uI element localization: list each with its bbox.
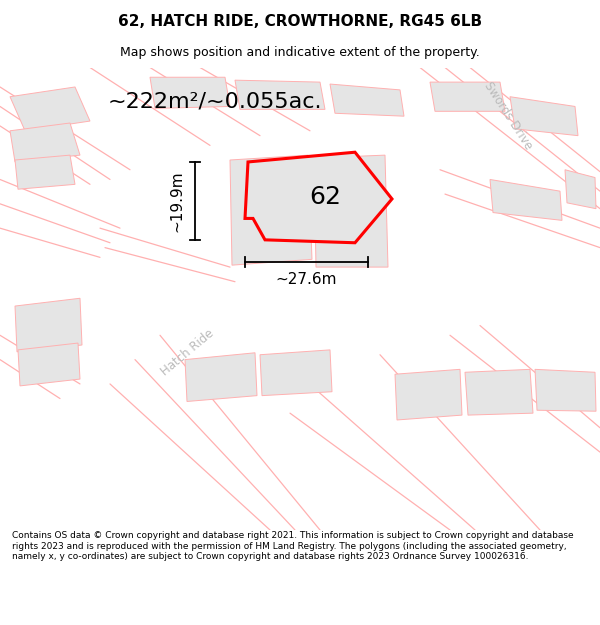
Polygon shape: [15, 298, 82, 352]
Text: Hatch Ride: Hatch Ride: [159, 327, 217, 379]
Polygon shape: [235, 80, 325, 109]
Polygon shape: [395, 369, 462, 420]
Polygon shape: [535, 369, 596, 411]
Polygon shape: [330, 84, 404, 116]
Polygon shape: [245, 152, 392, 242]
Polygon shape: [430, 82, 505, 111]
Text: 62: 62: [309, 185, 341, 209]
Polygon shape: [465, 369, 533, 415]
Polygon shape: [490, 179, 562, 221]
Text: Swords Drive: Swords Drive: [481, 80, 535, 152]
Polygon shape: [18, 343, 80, 386]
Polygon shape: [185, 352, 257, 401]
Text: ~222m²/~0.055ac.: ~222m²/~0.055ac.: [108, 92, 322, 112]
Polygon shape: [150, 78, 230, 108]
Text: Map shows position and indicative extent of the property.: Map shows position and indicative extent…: [120, 46, 480, 59]
Polygon shape: [565, 170, 596, 209]
Polygon shape: [314, 155, 388, 267]
Polygon shape: [15, 155, 75, 189]
Polygon shape: [230, 155, 312, 265]
Text: ~27.6m: ~27.6m: [276, 272, 337, 288]
Polygon shape: [10, 123, 80, 162]
Polygon shape: [260, 350, 332, 396]
Polygon shape: [510, 97, 578, 136]
Text: 62, HATCH RIDE, CROWTHORNE, RG45 6LB: 62, HATCH RIDE, CROWTHORNE, RG45 6LB: [118, 14, 482, 29]
Text: ~19.9m: ~19.9m: [170, 170, 185, 232]
Polygon shape: [10, 87, 90, 131]
Text: Contains OS data © Crown copyright and database right 2021. This information is : Contains OS data © Crown copyright and d…: [12, 531, 574, 561]
